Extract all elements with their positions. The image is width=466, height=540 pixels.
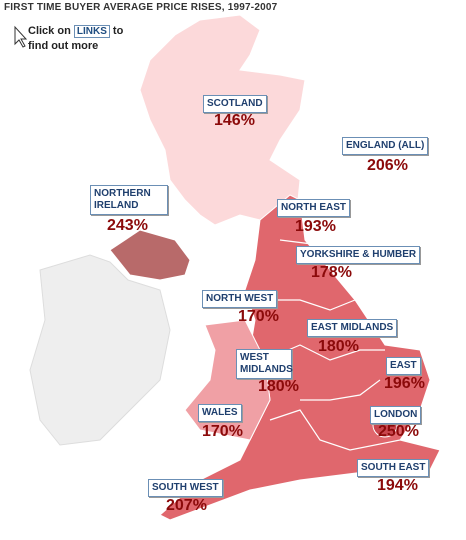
region-label[interactable]: WEST MIDLANDS [236,349,293,379]
region-value: 170% [238,308,279,325]
region-value: 180% [318,338,359,355]
cursor-icon [14,25,28,48]
region-value: 193% [295,218,336,235]
links-badge: LINKS [73,25,110,38]
region-value: 194% [377,477,418,494]
region-label[interactable]: LONDON [370,406,422,424]
region-value: 196% [384,375,425,392]
region-label[interactable]: WALES [198,404,242,422]
northern-ireland [109,229,191,281]
region-label[interactable]: ENGLAND (ALL) [342,137,429,155]
region-label[interactable]: SCOTLAND [203,95,267,113]
region-label[interactable]: EAST [386,357,421,375]
region-label[interactable]: SOUTH WEST [148,479,223,497]
region-value: 250% [378,423,419,440]
region-label[interactable]: NORTHERN IRELAND [90,185,168,215]
region-value: 170% [202,423,243,440]
instruction: Click on LINKS to find out more [28,24,138,53]
title: FIRST TIME BUYER AVERAGE PRICE RISES, 19… [4,2,278,13]
ireland [29,254,171,446]
region-label[interactable]: YORKSHIRE & HUMBER [296,246,421,264]
region-value: 180% [258,378,299,395]
region-value: 146% [214,112,255,129]
region-label[interactable]: EAST MIDLANDS [307,319,398,337]
instruction-text: to find out more [28,25,124,52]
region-value: 178% [311,264,352,281]
region-value: 206% [367,157,408,174]
scotland [139,14,306,226]
region-label[interactable]: NORTH EAST [277,199,350,217]
region-label[interactable]: NORTH WEST [202,290,278,308]
region-value: 207% [166,497,207,514]
instruction-text: Click on [28,25,71,37]
region-label[interactable]: SOUTH EAST [357,459,430,477]
region-value: 243% [107,217,148,234]
